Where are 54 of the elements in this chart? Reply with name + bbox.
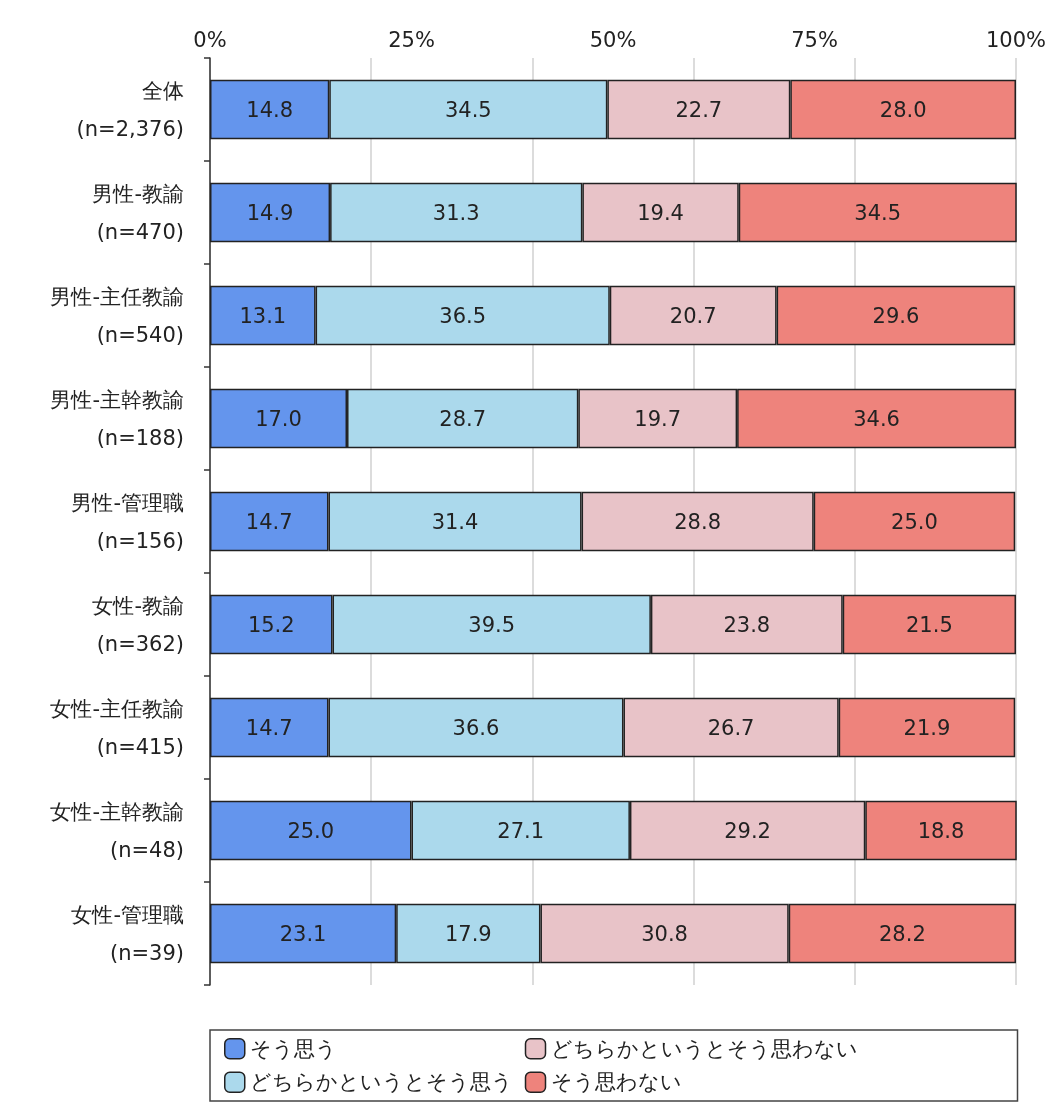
x-tick-label: 100%	[985, 27, 1047, 52]
y-tick-label: 男性-管理職 (n=156)	[71, 490, 184, 553]
data-label: 25.0	[287, 818, 335, 843]
x-tick-label: 50%	[589, 27, 637, 52]
legend-label: そう思う	[249, 1036, 337, 1061]
data-label: 19.7	[634, 406, 682, 431]
data-label: 17.9	[444, 921, 492, 946]
data-label: 23.8	[723, 612, 771, 637]
data-label: 15.2	[247, 612, 295, 637]
data-label: 34.6	[853, 406, 900, 431]
data-label: 14.8	[246, 97, 294, 122]
data-label: 19.4	[637, 200, 684, 225]
legend-label: どちらかというとそう思う	[249, 1070, 513, 1095]
data-label: 36.5	[439, 303, 487, 328]
data-label: 31.4	[431, 509, 479, 534]
data-label: 14.7	[245, 509, 293, 534]
data-label: 28.8	[674, 509, 722, 534]
y-tick-label: 男性-主幹教諭 (n=188)	[50, 387, 184, 450]
y-tick-label: 男性-教諭 (n=470)	[92, 181, 184, 244]
legend-label: どちらかというとそう思わない	[550, 1036, 858, 1061]
data-label: 39.5	[468, 612, 516, 637]
legend-label: そう思わない	[550, 1070, 682, 1095]
x-tick-label: 0%	[193, 27, 227, 52]
data-label: 29.2	[724, 818, 771, 843]
data-label: 34.5	[444, 97, 492, 122]
y-tick-label: 女性-教諭 (n=362)	[92, 593, 184, 656]
data-label: 14.9	[246, 200, 294, 225]
x-tick-label: 75%	[791, 27, 838, 52]
data-label: 21.9	[903, 715, 951, 740]
data-label: 20.7	[669, 303, 717, 328]
data-label: 14.7	[245, 715, 293, 740]
y-tick-label: 女性-管理職 (n=39)	[71, 902, 184, 965]
data-label: 17.0	[255, 406, 302, 431]
x-tick-label: 25%	[388, 27, 435, 52]
y-tick-label: 女性-主任教諭 (n=415)	[50, 696, 184, 759]
data-label: 13.1	[239, 303, 287, 328]
data-label: 28.2	[878, 921, 926, 946]
data-label: 29.6	[872, 303, 920, 328]
data-label: 25.0	[891, 509, 938, 534]
data-label: 28.0	[879, 97, 927, 122]
y-tick-label: 全体 (n=2,376)	[76, 78, 184, 141]
data-label: 23.1	[279, 921, 327, 946]
data-label: 22.7	[675, 97, 723, 122]
data-label: 31.3	[432, 200, 480, 225]
data-label: 21.5	[905, 612, 953, 637]
data-label: 34.5	[854, 200, 902, 225]
data-label: 27.1	[497, 818, 545, 843]
data-label: 26.7	[707, 715, 755, 740]
y-tick-label: 男性-主任教諭 (n=540)	[50, 284, 184, 347]
data-label: 36.6	[452, 715, 500, 740]
data-label: 28.7	[439, 406, 487, 431]
y-tick-label: 女性-主幹教諭 (n=48)	[50, 799, 184, 862]
data-label: 30.8	[641, 921, 688, 946]
data-label: 18.8	[917, 818, 965, 843]
